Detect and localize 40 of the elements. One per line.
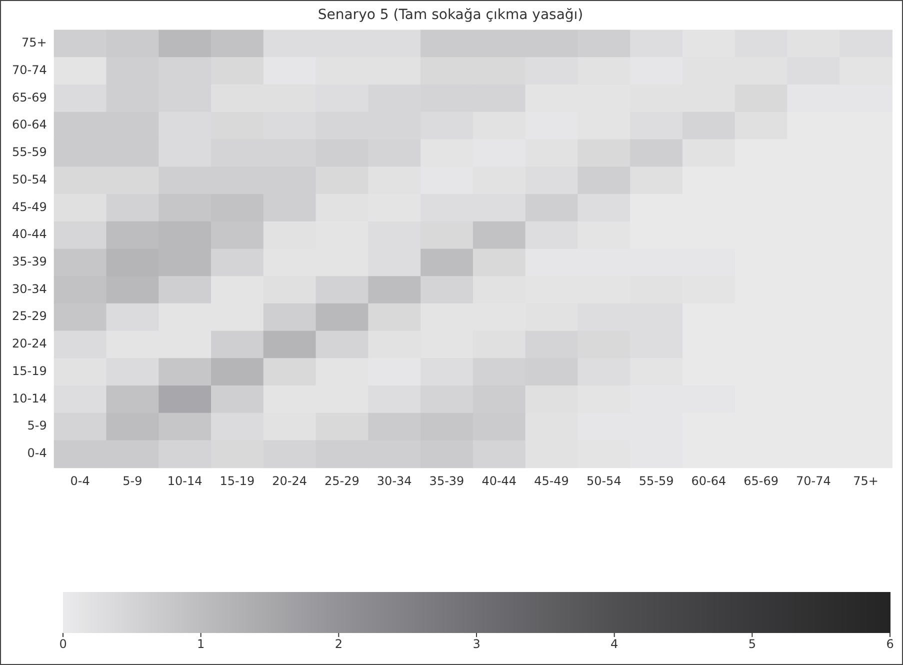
x-tick-label: 10-14	[167, 474, 202, 488]
x-tick-label: 15-19	[220, 474, 255, 488]
y-tick-label: 60-64	[12, 118, 47, 132]
y-tick-label: 40-44	[12, 227, 47, 242]
y-tick-label: 45-49	[12, 200, 47, 214]
x-tick-label: 0-4	[70, 474, 90, 488]
y-tick-label: 30-34	[12, 282, 47, 296]
x-tick-label: 70-74	[796, 474, 831, 488]
x-tick-label: 40-44	[482, 474, 517, 488]
color-bar-label: 4	[610, 637, 618, 652]
x-tick-label: 20-24	[272, 474, 308, 488]
y-tick-label: 5-9	[27, 418, 47, 433]
x-tick-label: 55-59	[638, 474, 674, 488]
color-bar-label: 2	[334, 637, 342, 652]
color-bar-label: 1	[197, 637, 205, 652]
y-tick-label: 25-29	[12, 309, 47, 324]
x-tick-label: 45-49	[534, 474, 569, 488]
x-tick-label: 5-9	[122, 474, 142, 488]
y-tick-label: 65-69	[12, 90, 47, 104]
x-tick-label: 50-54	[586, 474, 622, 488]
color-bar-label: 3	[472, 637, 480, 652]
y-tick-label: 20-24	[12, 336, 47, 351]
x-tick-label: 65-69	[744, 474, 778, 488]
y-tick-label: 50-54	[12, 172, 47, 186]
y-tick-label: 10-14	[12, 391, 47, 406]
x-tick-label: 30-34	[376, 474, 412, 488]
y-tick-label: 70-74	[12, 62, 47, 77]
color-bar-label: 5	[748, 637, 756, 652]
y-tick-label: 15-19	[12, 364, 47, 378]
x-tick-label: 60-64	[691, 474, 726, 488]
x-tick-label: 75+	[853, 474, 878, 488]
y-tick-label: 75+	[22, 36, 47, 50]
y-tick-label: 55-59	[12, 145, 47, 160]
color-bar-label: 6	[886, 637, 894, 652]
color-bar-label: 0	[59, 637, 67, 652]
chart-title: Senaryo 5 (Tam sokağa çıkma yasağı)	[318, 7, 584, 24]
x-tick-label: 25-29	[324, 474, 360, 488]
y-tick-label: 35-39	[12, 254, 47, 269]
x-tick-label: 35-39	[429, 474, 464, 488]
y-tick-label: 0-4	[27, 446, 47, 460]
